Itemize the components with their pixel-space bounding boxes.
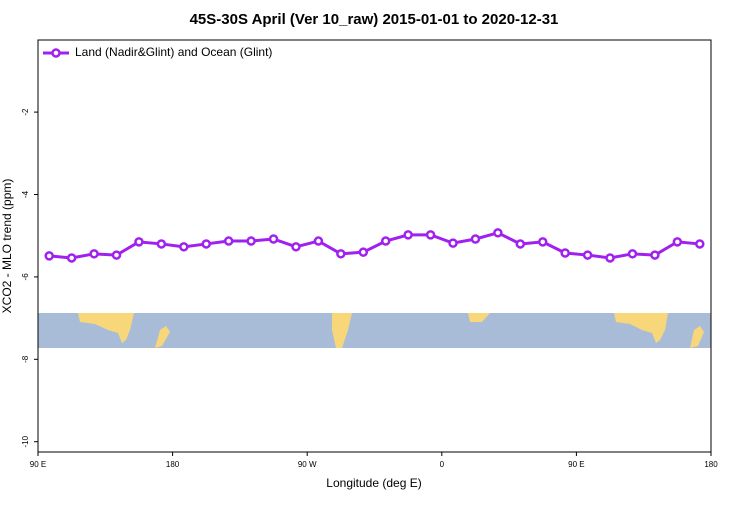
data-point (134, 237, 144, 247)
chart-title: 45S-30S April (Ver 10_raw) 2015-01-01 to… (190, 11, 559, 28)
data-point (336, 249, 346, 259)
data-point (650, 250, 660, 260)
data-point (695, 239, 705, 249)
data-point (672, 237, 683, 247)
data-point (66, 253, 77, 263)
data-point (627, 249, 638, 259)
data-point (493, 228, 503, 238)
y-axis-label: XCO2 - MLO trend (ppm) (0, 179, 14, 314)
data-point (268, 234, 279, 244)
x-tick-label: 180 (704, 460, 718, 469)
data-point (44, 251, 54, 261)
y-tick-label: -4 (21, 190, 30, 198)
data-point (560, 248, 570, 258)
series-line (49, 231, 700, 260)
data-point (605, 253, 615, 263)
x-tick-label: 180 (166, 460, 180, 469)
data-point (246, 236, 256, 246)
x-tick-label: 90 W (298, 460, 317, 469)
data-point (156, 239, 167, 249)
data-point (380, 236, 391, 246)
data-point (111, 250, 122, 260)
x-tick-label: 0 (440, 460, 445, 469)
map-strip (38, 313, 711, 348)
x-tick-label: 90 E (568, 460, 584, 469)
data-point (201, 239, 211, 249)
legend-marker (51, 48, 61, 58)
y-tick-label: -8 (21, 355, 30, 363)
data-point (470, 234, 481, 244)
data-point (448, 238, 458, 248)
legend-label: Land (Nadir&Glint) and Ocean (Glint) (75, 45, 272, 59)
data-point (291, 242, 301, 252)
x-axis-label: Longitude (deg E) (326, 476, 421, 490)
x-tick-label: 90 E (30, 460, 46, 469)
y-tick-label: -6 (21, 273, 30, 281)
plot-frame (37, 39, 712, 453)
data-point (425, 230, 436, 240)
data-point (582, 250, 593, 260)
data-point (179, 242, 189, 252)
data-point (313, 236, 324, 246)
data-point (538, 237, 548, 247)
data-point (358, 247, 369, 257)
data-point (89, 249, 99, 259)
data-point (515, 239, 526, 249)
data-point (403, 230, 413, 240)
data-point (223, 236, 234, 246)
y-tick-label: -10 (21, 435, 30, 447)
y-tick-label: -2 (21, 108, 30, 116)
